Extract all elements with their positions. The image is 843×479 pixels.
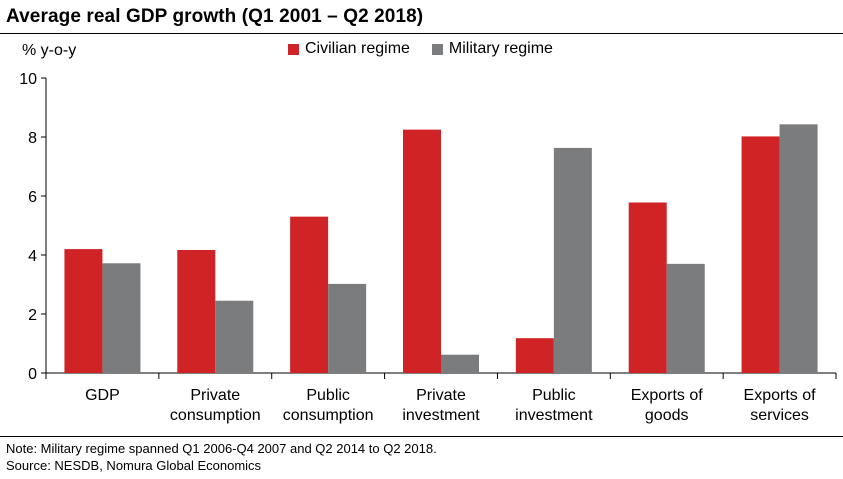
chart-title: Average real GDP growth (Q1 2001 – Q2 20… [6,6,424,27]
legend: Civilian regime Military regime [288,40,575,58]
bar-civilian [515,338,554,373]
x-category-label: Exports of [744,387,817,404]
y-tick-label: 6 [28,189,37,206]
source-text: Source: NESDB, Nomura Global Economics [6,458,262,473]
bar-military [666,263,705,373]
bar-civilian [403,129,441,373]
bar-civilian [64,249,103,373]
y-axis-label: % y-o-y [22,42,77,59]
bar-military [441,354,479,373]
x-category-label: Public [532,387,576,404]
bar-chart: 0 2 4 6 8 10 GDP Private consumption Public consum… [19,71,837,424]
x-category-label: Public [306,387,350,404]
y-tick-label: 8 [28,130,37,147]
bar-military [553,147,592,373]
legend-label-military: Military regime [448,40,553,57]
y-tick-label: 0 [28,366,37,383]
bar-civilian [741,136,780,373]
y-tick-label: 2 [28,307,37,324]
bar-military [215,300,254,373]
bar-civilian [177,249,216,373]
x-category-label: consumption [283,407,374,424]
footnote: Note: Military regime spanned Q1 2006-Q4… [6,440,437,474]
note-text: Note: Military regime spanned Q1 2006-Q4… [6,441,437,456]
legend-item-military: Military regime [431,40,553,58]
x-category-label: Private [416,387,466,404]
legend-item-civilian: Civilian regime [288,40,410,58]
bar-military [328,283,367,373]
x-category-label: investment [402,407,480,424]
y-tick-label: 10 [19,71,37,88]
x-category-label: Exports of [631,387,704,404]
x-category-label: services [750,407,809,424]
bar-military [102,263,141,373]
x-category-label: goods [645,407,689,424]
legend-label-civilian: Civilian regime [305,40,410,57]
y-tick-label: 4 [28,248,37,265]
title-divider [0,33,843,34]
x-category-label: GDP [85,387,120,404]
x-category-label: Private [190,387,240,404]
bar-military [779,124,818,373]
footer-divider [0,436,843,437]
legend-swatch-civilian [288,43,299,55]
bar-civilian [628,202,667,373]
x-category-label: consumption [170,407,261,424]
x-category-label: investment [515,407,593,424]
legend-swatch-military [431,43,443,55]
bar-civilian [290,216,329,373]
